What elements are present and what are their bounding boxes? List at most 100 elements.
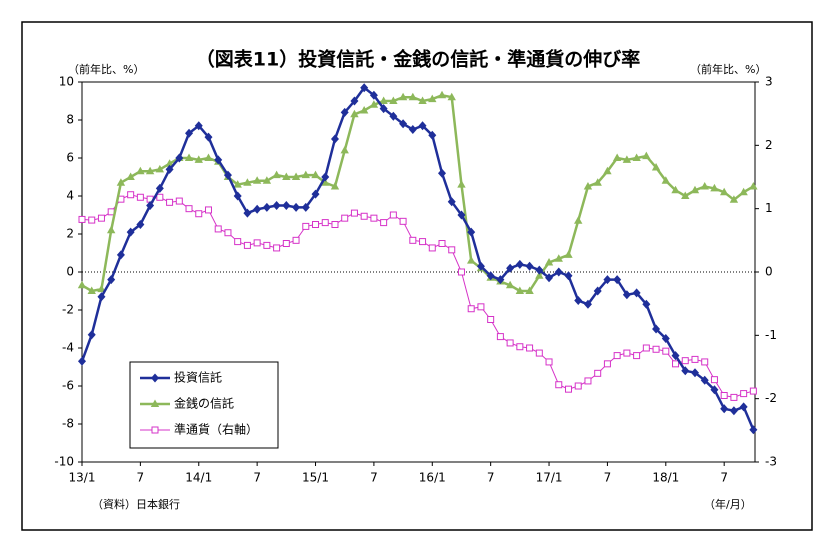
point bbox=[681, 191, 690, 199]
point bbox=[448, 246, 456, 254]
point bbox=[301, 202, 310, 212]
point bbox=[292, 236, 300, 244]
point bbox=[535, 265, 544, 275]
x-unit: （年/月） bbox=[704, 497, 752, 511]
point bbox=[535, 271, 544, 279]
point bbox=[97, 214, 105, 222]
point bbox=[720, 404, 729, 414]
point bbox=[398, 92, 408, 101]
point bbox=[477, 303, 485, 311]
point bbox=[204, 206, 212, 214]
point bbox=[467, 227, 476, 237]
series-line bbox=[81, 94, 755, 293]
y-tick-label: -6 bbox=[62, 379, 74, 393]
point bbox=[116, 178, 126, 186]
point bbox=[623, 349, 631, 357]
point bbox=[350, 209, 358, 217]
point bbox=[594, 369, 602, 377]
point bbox=[389, 111, 398, 121]
y2-tick-label: -1 bbox=[765, 328, 777, 342]
point bbox=[214, 155, 223, 165]
point bbox=[545, 358, 553, 366]
point bbox=[175, 153, 184, 163]
point bbox=[476, 261, 485, 271]
point bbox=[350, 96, 359, 106]
point bbox=[150, 399, 160, 407]
point bbox=[710, 183, 719, 192]
y2-axis-label: （前年比、%） bbox=[690, 62, 766, 76]
y-tick-label: -8 bbox=[62, 417, 74, 431]
y-tick-label: -4 bbox=[62, 341, 74, 355]
point bbox=[593, 286, 602, 296]
x-tick-label: 16/1 bbox=[419, 471, 446, 485]
point bbox=[506, 339, 514, 347]
point bbox=[369, 90, 378, 100]
point bbox=[506, 263, 515, 273]
point bbox=[311, 170, 320, 179]
source-note: （資料）日本銀行 bbox=[92, 497, 180, 511]
x-tick-label: 7 bbox=[370, 471, 378, 485]
point bbox=[204, 132, 213, 142]
point bbox=[749, 387, 757, 395]
point bbox=[739, 187, 748, 196]
point bbox=[603, 166, 612, 175]
y2-tick-label: 2 bbox=[765, 138, 773, 152]
point bbox=[437, 90, 447, 99]
point bbox=[146, 201, 155, 210]
point bbox=[273, 244, 281, 252]
point bbox=[360, 83, 369, 93]
point bbox=[681, 366, 690, 376]
point bbox=[155, 183, 164, 193]
point bbox=[554, 254, 563, 262]
point bbox=[671, 351, 680, 361]
point bbox=[701, 358, 709, 366]
point bbox=[408, 92, 418, 101]
point bbox=[78, 215, 86, 223]
point bbox=[428, 94, 437, 103]
point bbox=[505, 280, 515, 289]
point bbox=[719, 187, 729, 196]
point bbox=[555, 381, 563, 389]
point bbox=[710, 376, 718, 384]
point bbox=[583, 182, 593, 190]
point bbox=[565, 385, 572, 393]
series-line bbox=[81, 194, 754, 398]
point bbox=[253, 239, 261, 247]
point bbox=[438, 240, 446, 247]
y-tick-label: 6 bbox=[66, 151, 74, 165]
point bbox=[652, 324, 661, 334]
point bbox=[243, 178, 252, 186]
point bbox=[613, 352, 621, 360]
point bbox=[564, 271, 573, 281]
point bbox=[622, 290, 631, 300]
point bbox=[409, 236, 417, 244]
point bbox=[496, 333, 504, 341]
point bbox=[87, 330, 96, 340]
point bbox=[166, 198, 174, 206]
point bbox=[321, 178, 330, 186]
point bbox=[87, 286, 96, 294]
point bbox=[574, 382, 582, 390]
point bbox=[447, 92, 456, 101]
point bbox=[399, 217, 407, 225]
point bbox=[642, 344, 650, 352]
point bbox=[418, 121, 427, 131]
point bbox=[136, 166, 145, 175]
point bbox=[204, 153, 213, 161]
point bbox=[330, 134, 339, 144]
x-tick-label: 7 bbox=[253, 471, 261, 485]
point bbox=[136, 193, 144, 201]
x-tick-label: 15/1 bbox=[302, 471, 329, 485]
point bbox=[282, 240, 290, 247]
point bbox=[408, 125, 417, 134]
point bbox=[185, 128, 194, 138]
point bbox=[584, 377, 592, 385]
point bbox=[234, 238, 242, 246]
point bbox=[97, 284, 106, 293]
point bbox=[223, 170, 232, 180]
point bbox=[282, 201, 291, 210]
point bbox=[632, 288, 641, 298]
point bbox=[233, 191, 242, 201]
point bbox=[126, 172, 135, 180]
point bbox=[155, 164, 165, 173]
